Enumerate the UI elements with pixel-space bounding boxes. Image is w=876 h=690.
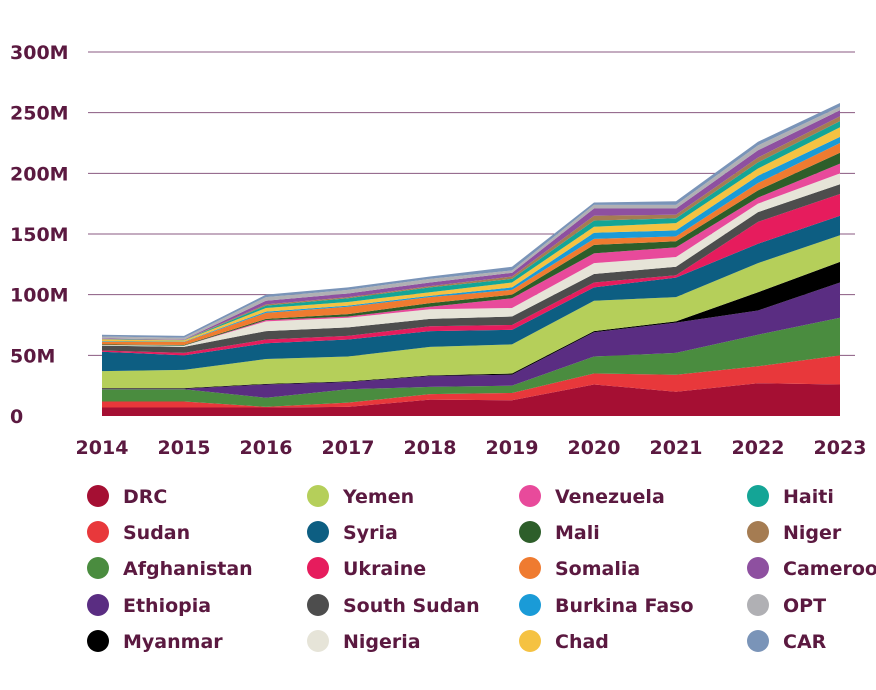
y-axis-tick-labels: 0 50M 100M 150M 200M 250M 300M (10, 42, 69, 428)
legend-label: Yemen (342, 486, 414, 508)
legend-label: DRC (123, 486, 167, 508)
legend-item: Afghanistan (87, 557, 253, 580)
legend-label: Chad (555, 631, 609, 653)
legend-label: Niger (783, 522, 842, 544)
legend-swatch (307, 594, 329, 616)
legend-item: South Sudan (307, 594, 480, 617)
legend-label: Venezuela (555, 486, 665, 508)
legend-item: OPT (747, 594, 826, 617)
area-syria (102, 215, 840, 372)
y-tick-label: 300M (10, 42, 69, 64)
legend-item: Chad (519, 630, 609, 653)
area-series (102, 102, 840, 416)
legend-swatch (87, 594, 109, 616)
legend-item: Mali (519, 521, 600, 544)
legend-label: Nigeria (343, 631, 421, 653)
legend-item: Ethiopia (87, 594, 211, 617)
legend-swatch (747, 521, 769, 543)
legend-label: South Sudan (343, 595, 480, 617)
legend-item: Burkina Faso (519, 594, 694, 617)
x-tick-label: 2017 (322, 437, 375, 459)
x-tick-label: 2020 (568, 437, 621, 459)
legend-item: Niger (747, 521, 842, 544)
legend-label: Afghanistan (123, 558, 253, 580)
x-tick-label: 2022 (732, 437, 785, 459)
x-tick-label: 2018 (404, 437, 457, 459)
legend-label: OPT (783, 595, 826, 617)
area-ethiopia (102, 282, 840, 398)
legend-label: Cameroon (783, 558, 876, 580)
legend-label: Ukraine (343, 558, 426, 580)
legend-swatch (87, 521, 109, 543)
legend-label: Ethiopia (123, 595, 211, 617)
legend-swatch (307, 557, 329, 579)
legend-item: Yemen (307, 485, 414, 508)
legend-swatch (747, 485, 769, 507)
y-tick-label: 150M (10, 224, 69, 246)
x-tick-label: 2023 (814, 437, 867, 459)
legend-label: Sudan (123, 522, 190, 544)
legend-swatch (519, 485, 541, 507)
legend-swatch (87, 630, 109, 652)
legend-item: Myanmar (87, 630, 223, 653)
legend: DRC Sudan Afghanistan Ethiopia Myanmar Yemen S… (87, 485, 876, 653)
area-nigeria (102, 173, 840, 347)
legend-swatch (87, 485, 109, 507)
legend-item: Nigeria (307, 630, 421, 653)
legend-item: Haiti (747, 485, 834, 508)
area-drc (102, 383, 840, 416)
legend-label: Myanmar (123, 631, 223, 653)
legend-item: Cameroon (747, 557, 876, 580)
x-tick-label: 2014 (76, 437, 129, 459)
x-axis-tick-labels: 2014 2015 2016 2017 2018 2019 2020 2021 2022 2023 (76, 437, 867, 459)
legend-swatch (747, 630, 769, 652)
x-tick-label: 2021 (650, 437, 703, 459)
legend-item: Venezuela (519, 485, 665, 508)
legend-item: CAR (747, 630, 827, 653)
legend-label: Burkina Faso (555, 595, 694, 617)
legend-swatch (307, 630, 329, 652)
y-tick-label: 100M (10, 285, 69, 307)
area-sudan (102, 355, 840, 408)
y-tick-label: 50M (10, 345, 55, 367)
legend-swatch (87, 557, 109, 579)
y-tick-label: 250M (10, 103, 69, 125)
legend-item: Syria (307, 521, 398, 544)
legend-label: CAR (783, 631, 827, 653)
legend-item: Somalia (519, 557, 640, 580)
x-tick-label: 2016 (240, 437, 293, 459)
area-yemen (102, 235, 840, 389)
legend-swatch (519, 594, 541, 616)
legend-swatch (307, 521, 329, 543)
legend-swatch (519, 521, 541, 543)
legend-label: Syria (343, 522, 398, 544)
area-afghanistan (102, 317, 840, 407)
legend-item: Ukraine (307, 557, 426, 580)
x-tick-label: 2015 (158, 437, 211, 459)
legend-label: Mali (555, 522, 600, 544)
legend-swatch (747, 594, 769, 616)
legend-item: Sudan (87, 521, 190, 544)
y-tick-label: 200M (10, 163, 69, 185)
legend-swatch (519, 630, 541, 652)
legend-label: Haiti (783, 486, 834, 508)
legend-swatch (747, 557, 769, 579)
legend-item: DRC (87, 485, 167, 508)
y-tick-label: 0 (10, 406, 23, 428)
legend-label: Somalia (555, 558, 640, 580)
legend-swatch (307, 485, 329, 507)
area-south-sudan (102, 184, 840, 353)
legend-swatch (519, 557, 541, 579)
x-tick-label: 2019 (486, 437, 539, 459)
